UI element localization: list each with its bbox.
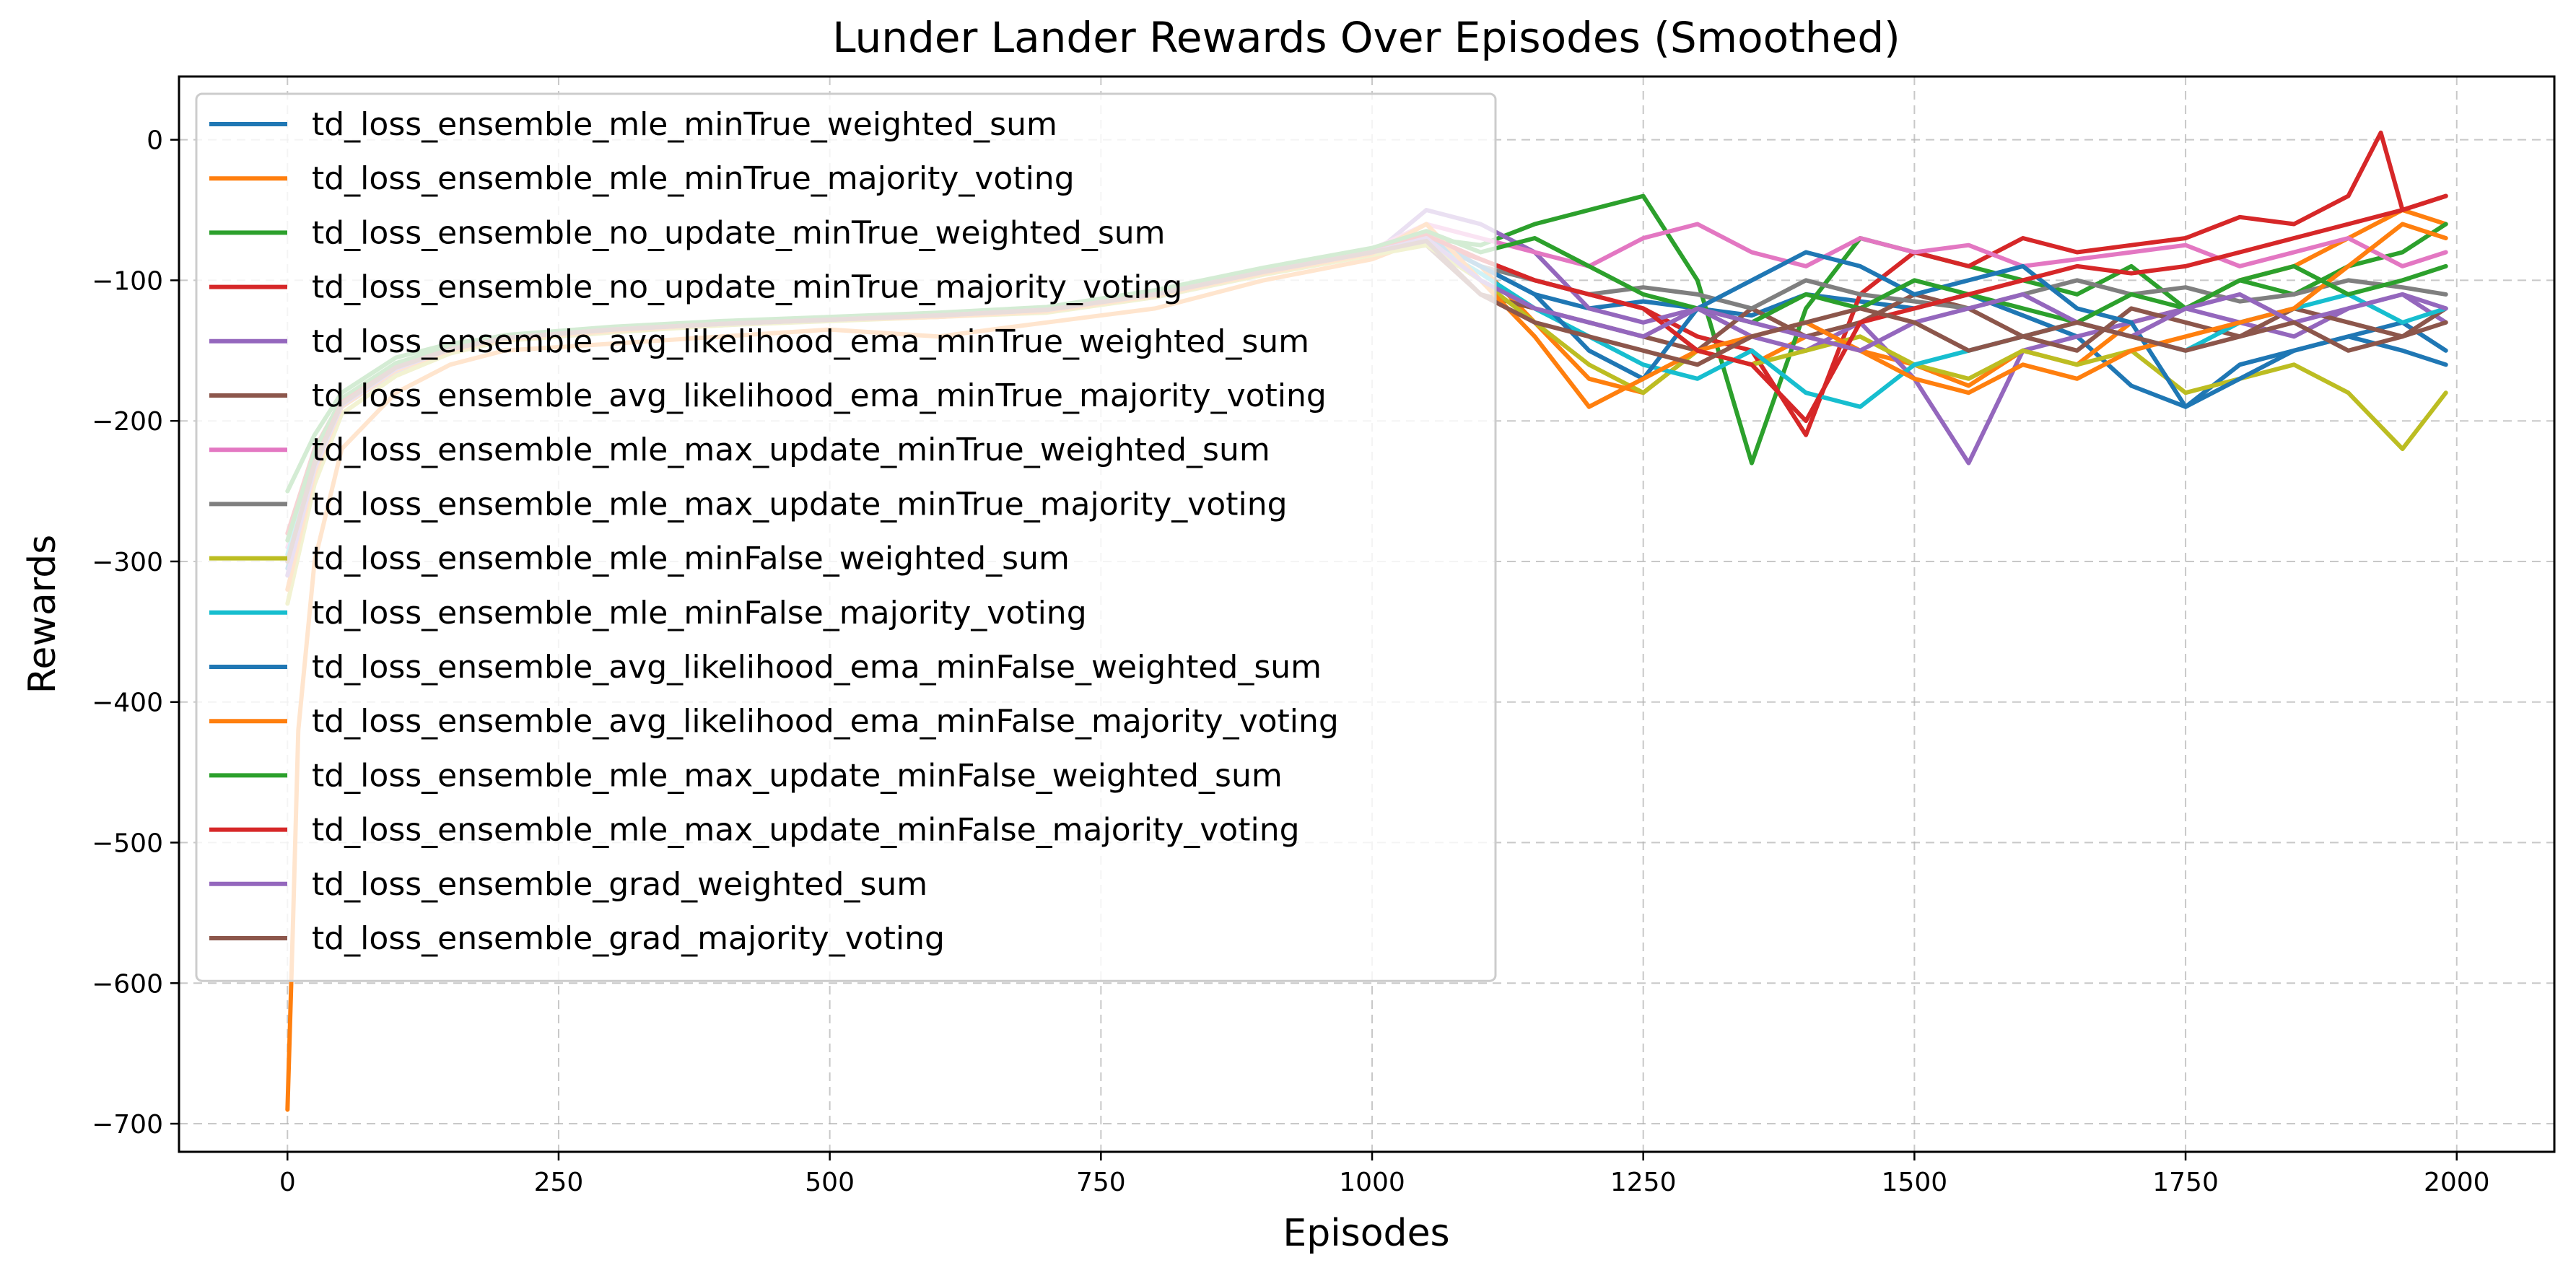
x-tick-label: 1750 <box>2152 1168 2219 1197</box>
x-tick-label: 250 <box>534 1168 584 1197</box>
chart-title: Lunder Lander Rewards Over Episodes (Smo… <box>832 13 1900 62</box>
y-tick-label: −300 <box>92 548 163 577</box>
legend-entry: td_loss_ensemble_mle_minFalse_weighted_s… <box>312 541 1070 577</box>
legend: td_loss_ensemble_mle_minTrue_weighted_su… <box>195 92 1497 982</box>
y-tick-label: −400 <box>92 688 163 718</box>
x-axis-label: Episodes <box>1283 1212 1449 1255</box>
legend-entry: td_loss_ensemble_grad_majority_voting <box>312 920 945 957</box>
legend-entry: td_loss_ensemble_avg_likelihood_ema_minF… <box>312 649 1322 686</box>
legend-entry: td_loss_ensemble_mle_minFalse_majority_v… <box>312 595 1087 631</box>
y-tick-label: 0 <box>147 126 163 156</box>
legend-entry: td_loss_ensemble_mle_max_update_minFalse… <box>312 757 1283 794</box>
legend-entry: td_loss_ensemble_avg_likelihood_ema_minT… <box>312 323 1309 360</box>
x-tick-label: 1000 <box>1339 1168 1405 1197</box>
legend-entry: td_loss_ensemble_mle_max_update_minTrue_… <box>312 432 1270 468</box>
axis-ticks: 0 250 500 750 1000 1250 1500 1750 2000 0 −100 −200 −… <box>92 126 2489 1197</box>
legend-entry: td_loss_ensemble_avg_likelihood_ema_minF… <box>312 703 1339 740</box>
x-tick-label: 1250 <box>1610 1168 1677 1197</box>
legend-entry: td_loss_ensemble_mle_max_update_minFalse… <box>312 812 1300 849</box>
y-tick-label: −700 <box>92 1110 163 1140</box>
legend-entry: td_loss_ensemble_mle_minTrue_weighted_su… <box>312 106 1057 143</box>
legend-entry: td_loss_ensemble_mle_minTrue_majority_vo… <box>312 160 1075 197</box>
x-tick-label: 500 <box>805 1168 855 1197</box>
legend-box <box>195 92 1497 982</box>
y-tick-label: −500 <box>92 829 163 859</box>
x-tick-label: 750 <box>1076 1168 1126 1197</box>
legend-entry: td_loss_ensemble_avg_likelihood_ema_minT… <box>312 377 1327 414</box>
y-tick-label: −100 <box>92 266 163 296</box>
legend-entry: td_loss_ensemble_no_update_minTrue_major… <box>312 269 1182 306</box>
legend-entry: td_loss_ensemble_no_update_minTrue_weigh… <box>312 214 1166 251</box>
x-tick-label: 2000 <box>2424 1168 2490 1197</box>
x-tick-label: 1500 <box>1882 1168 1948 1197</box>
x-tick-label: 0 <box>279 1168 296 1197</box>
plot-frame <box>178 75 2556 1153</box>
y-tick-label: −200 <box>92 407 163 437</box>
legend-entry: td_loss_ensemble_mle_max_update_minTrue_… <box>312 486 1288 523</box>
y-tick-label: −600 <box>92 969 163 999</box>
y-axis-label: Rewards <box>21 535 64 694</box>
legend-entry: td_loss_ensemble_grad_weighted_sum <box>312 866 927 903</box>
